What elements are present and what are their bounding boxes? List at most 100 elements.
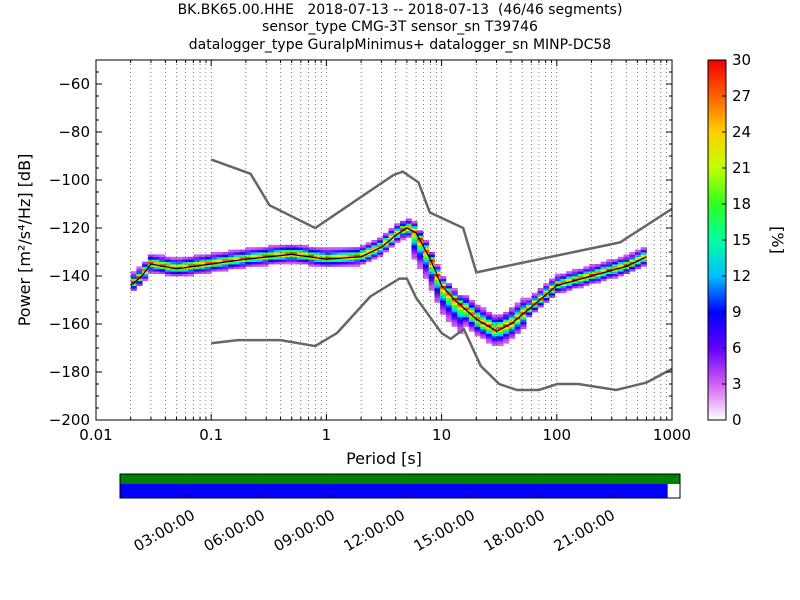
psd-cell [147,266,154,270]
psd-cell [428,280,435,284]
psd-cell [451,302,458,306]
psd-cell [377,252,384,255]
psd-cell [170,268,177,272]
psd-cell [405,220,412,224]
coverage-gaps-strip [120,474,680,484]
psd-cell [417,235,424,238]
psd-cell [325,254,332,258]
psd-cell [245,254,252,258]
colorbar-tick-label: 24 [732,123,751,141]
psd-cell [440,290,447,294]
psd-cell [319,261,326,265]
psd-cell [497,326,504,330]
psd-cell [566,283,573,286]
psd-cell [302,259,309,262]
psd-cell [348,247,355,250]
psd-cell [577,276,584,279]
psd-cell [434,295,441,298]
psd-cell [503,324,510,327]
psd-cell [165,264,172,267]
psd-cell [560,278,567,282]
psd-cell [210,256,218,260]
psd-cell [612,271,619,274]
psd-cell [136,268,143,272]
psd-cell [228,261,235,265]
psd-cell [451,324,458,327]
psd-cell [273,247,281,250]
psd-cell [348,254,355,258]
psd-cell [514,307,521,310]
psd-cell [594,278,601,282]
psd-cell [543,283,550,286]
psd-cell [411,252,418,255]
coverage-time-label: 18:00:00 [481,506,548,555]
psd-cell [508,328,516,332]
psd-cell [463,295,470,298]
psd-cell [508,314,516,318]
psd-cell [417,264,424,267]
psd-cell [440,300,447,303]
psd-cell [623,268,630,272]
psd-cell [497,343,504,346]
psd-cell [480,319,487,322]
psd-cell [382,232,389,236]
psd-cell [394,228,401,231]
psd-cell [451,300,458,303]
psd-cell [411,235,418,238]
psd-cell [182,256,189,260]
psd-cell [623,271,630,274]
psd-cell [623,264,630,267]
psd-cell [285,259,292,262]
psd-cell [497,321,504,325]
psd-cell [336,249,344,253]
psd-cell [233,266,240,270]
psd-cell [210,266,218,270]
psd-cell [205,264,212,267]
psd-cell [233,252,240,255]
psd-cell [526,300,533,303]
psd-cell [445,288,452,291]
psd-cell [468,300,475,303]
psd-cell [314,264,321,267]
psd-cell [503,326,510,330]
psd-cell [308,261,315,265]
psd-cell [382,237,389,241]
psd-cell [314,249,321,253]
psd-cell [268,249,275,253]
psd-cell [159,261,166,265]
psd-cell [634,256,642,260]
psd-cell [159,264,166,267]
psd-cell [365,247,372,250]
psd-cell [291,249,298,253]
x-axis-label: Period [s] [346,449,422,468]
psd-cell [336,254,344,258]
psd-cell [434,297,441,301]
psd-cell [348,249,355,253]
psd-cell [216,252,223,255]
psd-cell [634,264,642,267]
psd-cell [422,264,430,267]
psd-cell [273,256,281,260]
psd-cell [371,252,378,255]
psd-cell [497,328,504,332]
psd-cell [577,280,584,284]
psd-cell [491,338,498,342]
psd-cell [239,261,246,265]
psd-cell [279,252,286,255]
psd-cell [612,273,619,277]
psd-cell [147,261,154,265]
psd-cell [434,300,441,303]
psd-cell [617,264,624,267]
psd-cell [210,252,218,255]
y-tick-label: −180 [49,363,90,381]
psd-cell [377,237,384,241]
colorbar-tick-label: 27 [732,87,751,105]
psd-cell [354,256,361,260]
psd-cell [463,312,470,315]
psd-cell [445,285,452,289]
psd-cell [176,273,183,277]
psd-cell [222,259,229,262]
psd-cell [359,247,367,250]
colorbar-tick-label: 30 [732,51,751,69]
